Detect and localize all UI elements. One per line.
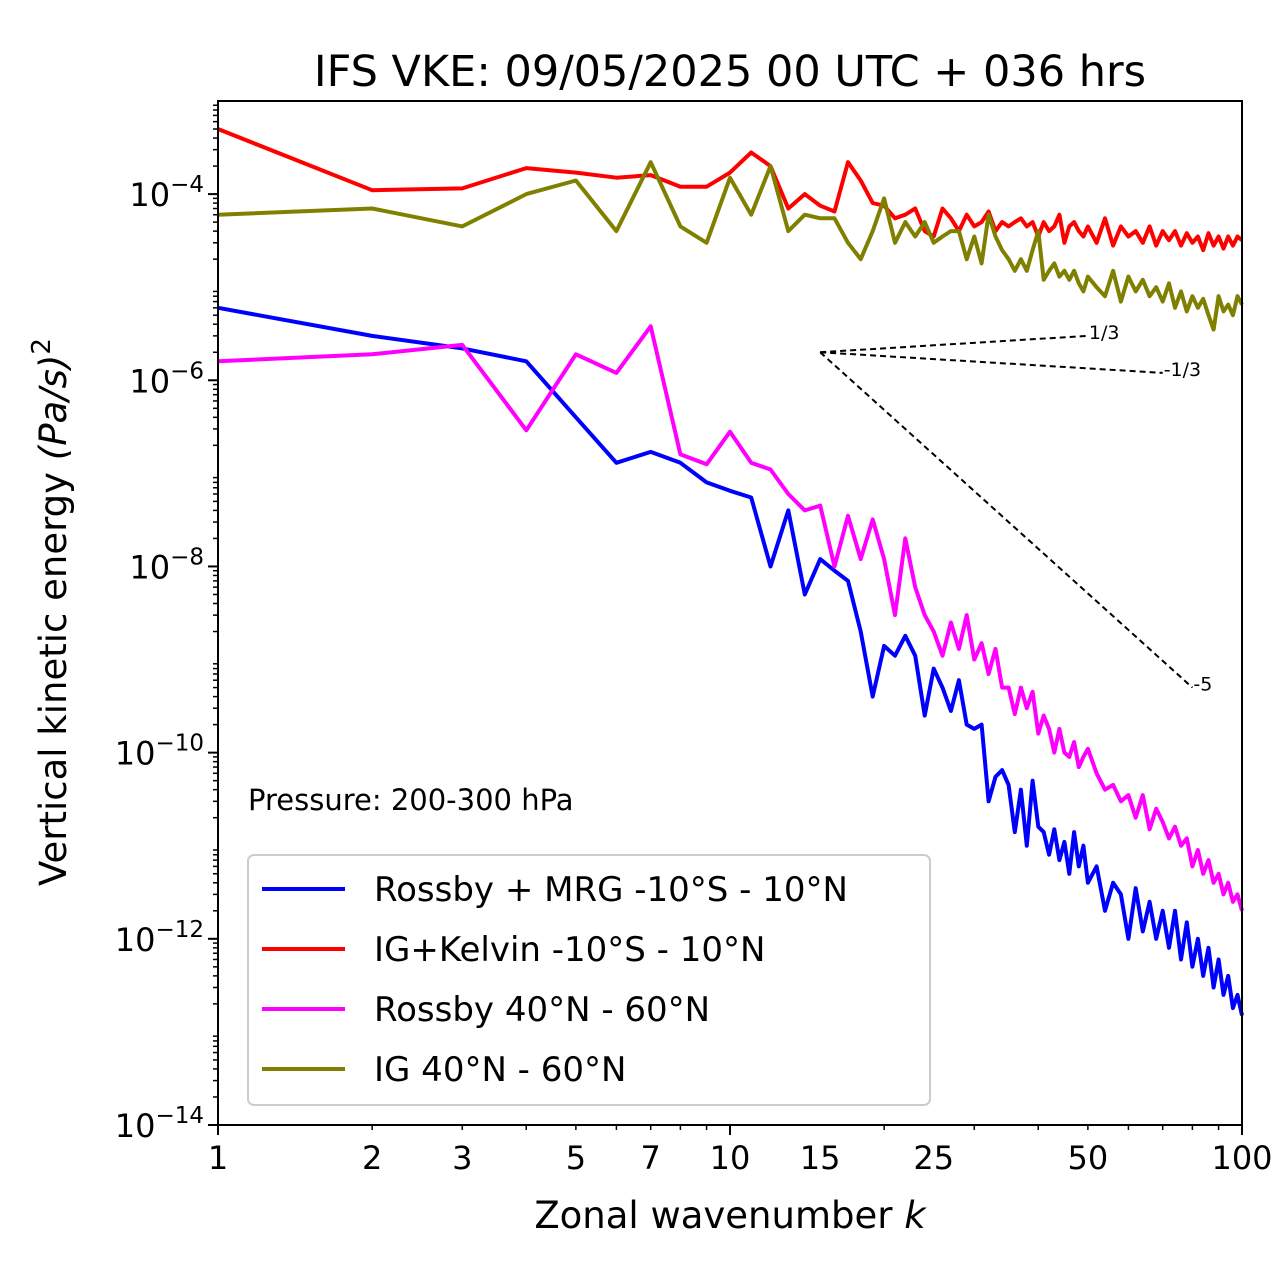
- legend-box: [247, 854, 931, 1106]
- x-tick-label: 50: [1068, 1139, 1109, 1177]
- x-tick-label: 5: [566, 1139, 586, 1177]
- y-tick-label: 10−4: [129, 172, 204, 214]
- series-layer: [217, 127, 1244, 1016]
- series-line-2: [217, 324, 1244, 912]
- reference-slope-label-1: -1/3: [1164, 359, 1201, 381]
- reference-slope-label-2: -5: [1193, 674, 1212, 696]
- reference-slope-label-0: 1/3: [1089, 322, 1120, 344]
- reference-slope-line-1: [820, 351, 1163, 374]
- y-axis-label-unit: (Pa/s): [32, 355, 75, 461]
- y-tick-label: 10−10: [115, 731, 204, 773]
- legend-label-rossby-mrg: Rossby + MRG -10°S - 10°N: [374, 870, 848, 910]
- x-tick-label: 1: [208, 1139, 228, 1177]
- x-axis-label-var: k: [904, 1194, 927, 1237]
- axes: 1 2 3 5 7 10 15 25 50 100 10−14 10−12 10−10 10−8 10−6 1…: [115, 100, 1273, 1177]
- x-axis-label: Zonal wavenumber k: [534, 1194, 927, 1237]
- y-tick-label: 10−14: [115, 1103, 204, 1145]
- x-tick-label: 10: [710, 1139, 751, 1177]
- legend-label-rossby-midlat: Rossby 40°N - 60°N: [374, 990, 710, 1030]
- y-axis-label-exp: 2: [27, 338, 57, 355]
- legend-label-ig-midlat: IG 40°N - 60°N: [374, 1050, 626, 1090]
- y-tick-label: 10−12: [115, 917, 204, 959]
- y-axis-label: Vertical kinetic energy (Pa/s)2: [27, 338, 75, 886]
- x-tick-label: 15: [800, 1139, 841, 1177]
- x-axis-label-text: Zonal wavenumber: [534, 1194, 893, 1237]
- x-tick-label: 100: [1211, 1139, 1272, 1177]
- x-tick-label: 25: [913, 1139, 954, 1177]
- y-axis-label-text: Vertical kinetic energy: [32, 472, 75, 886]
- x-tick-label: 7: [641, 1139, 661, 1177]
- x-tick-label: 3: [452, 1139, 472, 1177]
- series-line-0: [217, 305, 1244, 1016]
- y-tick-label: 10−6: [129, 358, 204, 400]
- reference-slopes: 1/3 -1/3 -5: [819, 322, 1212, 696]
- series-line-1: [217, 127, 1244, 253]
- chart-title: IFS VKE: 09/05/2025 00 UTC + 036 hrs: [314, 47, 1146, 97]
- legend: Rossby + MRG -10°S - 10°N IG+Kelvin -10°…: [247, 854, 931, 1106]
- pressure-annotation: Pressure: 200-300 hPa: [248, 783, 574, 817]
- series-line-3: [217, 160, 1244, 332]
- reference-slope-line-2: [819, 351, 1194, 689]
- legend-label-ig-kelvin: IG+Kelvin -10°S - 10°N: [374, 930, 765, 970]
- reference-slope-line-0: [820, 334, 1088, 354]
- x-tick-label: 2: [362, 1139, 382, 1177]
- y-tick-label: 10−8: [129, 544, 204, 586]
